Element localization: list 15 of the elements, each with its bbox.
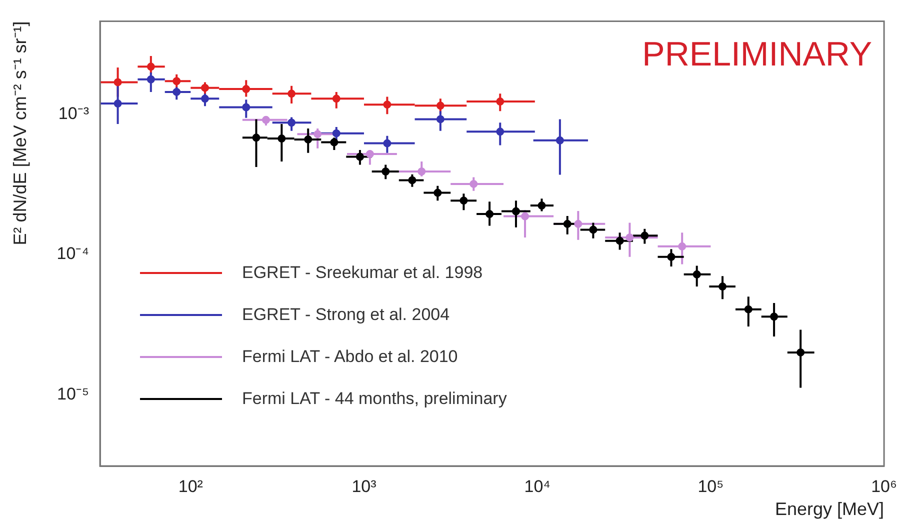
legend-label: EGRET - Sreekumar et al. 1998 xyxy=(242,263,483,283)
x-tick-label: 10⁶ xyxy=(871,476,898,496)
x-tick-label: 10⁴ xyxy=(524,476,550,496)
annotation: PRELIMINARY xyxy=(642,36,872,74)
y-tick-label: 10⁻⁵ xyxy=(57,384,89,404)
x-axis-title: Energy [MeV] xyxy=(775,499,884,520)
y-tick-label: 10⁻⁴ xyxy=(56,244,89,264)
x-tick-label: 10⁵ xyxy=(698,476,724,496)
legend-label: Fermi LAT - 44 months, preliminary xyxy=(242,389,507,409)
y-tick-label: 10⁻³ xyxy=(58,104,90,123)
legend-label: EGRET - Strong et al. 2004 xyxy=(242,305,450,325)
y-axis-title: E² dN/dE [MeV cm⁻² s⁻¹ sr⁻¹] xyxy=(10,21,30,246)
x-tick-label: 10³ xyxy=(352,476,377,496)
x-tick-label: 10² xyxy=(178,476,204,496)
legend-label: Fermi LAT - Abdo et al. 2010 xyxy=(242,347,458,367)
